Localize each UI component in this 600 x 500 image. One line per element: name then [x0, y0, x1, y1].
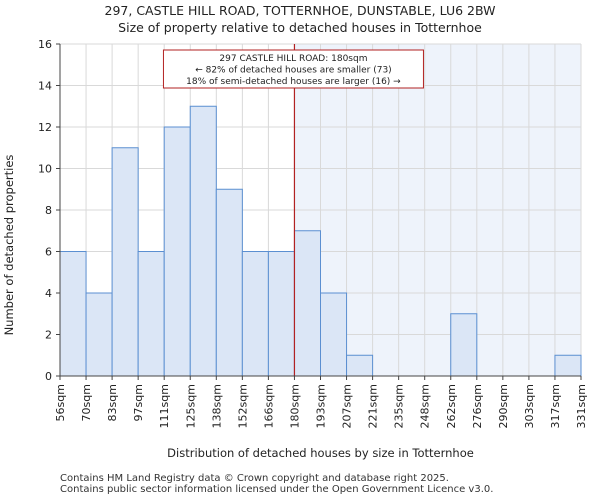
y-tick-label: 12	[38, 121, 52, 134]
x-axis-title: Distribution of detached houses by size …	[167, 446, 474, 460]
bar	[554, 354, 582, 377]
x-tick-label: 331sqm	[575, 384, 588, 428]
x-tick-label: 207sqm	[341, 384, 354, 428]
y-tick-label: 6	[45, 246, 52, 259]
x-tick-label: 83sqm	[106, 384, 119, 421]
footer-line-1: Contains HM Land Registry data © Crown c…	[60, 473, 449, 484]
bar	[293, 230, 322, 377]
y-axis-title: Number of detached properties	[2, 155, 16, 336]
chart-title: 297, CASTLE HILL ROAD, TOTTERNHOE, DUNST…	[0, 2, 600, 36]
bar	[163, 126, 191, 377]
footer-line-2: Contains public sector information licen…	[60, 484, 494, 495]
title-line-2: Size of property relative to detached ho…	[118, 20, 482, 35]
x-tick-label: 235sqm	[393, 384, 406, 428]
x-tick-label: 138sqm	[210, 384, 223, 428]
bar	[189, 105, 217, 377]
annotation-box	[162, 49, 424, 89]
x-tick-label: 56sqm	[54, 384, 67, 421]
x-tick-label: 248sqm	[419, 384, 432, 428]
y-tick-label: 16	[38, 38, 52, 51]
x-tick-label: 193sqm	[315, 384, 328, 428]
x-tick-label: 262sqm	[445, 384, 458, 428]
footer: Contains HM Land Registry data © Crown c…	[60, 473, 493, 495]
x-tick-label: 221sqm	[367, 384, 380, 428]
y-tick-label: 14	[38, 80, 52, 93]
bar	[346, 354, 374, 377]
bar	[241, 251, 269, 377]
y-tick-label: 2	[45, 329, 52, 342]
annotation-line-2: ← 82% of detached houses are smaller (73…	[195, 66, 392, 76]
bar	[111, 147, 139, 377]
x-tick-label: 97sqm	[132, 384, 145, 421]
x-tick-label: 180sqm	[288, 384, 301, 428]
bar	[320, 292, 348, 377]
annotation-line-3: 18% of semi-detached houses are larger (…	[186, 77, 401, 87]
x-tick-label: 166sqm	[262, 384, 275, 428]
bar	[137, 251, 165, 377]
x-tick-label: 70sqm	[80, 384, 93, 421]
x-tick-label: 125sqm	[184, 384, 197, 428]
x-tick-label: 152sqm	[236, 384, 249, 428]
x-tick-label: 290sqm	[497, 384, 510, 428]
bar	[215, 188, 243, 377]
y-tick-label: 0	[45, 370, 52, 383]
bar	[85, 292, 113, 377]
y-tick-label: 4	[45, 287, 52, 300]
x-tick-label: 111sqm	[158, 384, 171, 428]
x-tick-label: 303sqm	[523, 384, 536, 428]
x-tick-label: 276sqm	[471, 384, 484, 428]
x-tick-label: 317sqm	[549, 384, 562, 428]
y-tick-label: 10	[38, 163, 52, 176]
bar	[267, 251, 295, 377]
y-tick-label: 8	[45, 204, 52, 217]
title-line-1: 297, CASTLE HILL ROAD, TOTTERNHOE, DUNST…	[104, 3, 496, 18]
bar	[450, 313, 478, 377]
annotation-line-1: 297 CASTLE HILL ROAD: 180sqm	[219, 54, 367, 64]
bar	[59, 251, 87, 377]
